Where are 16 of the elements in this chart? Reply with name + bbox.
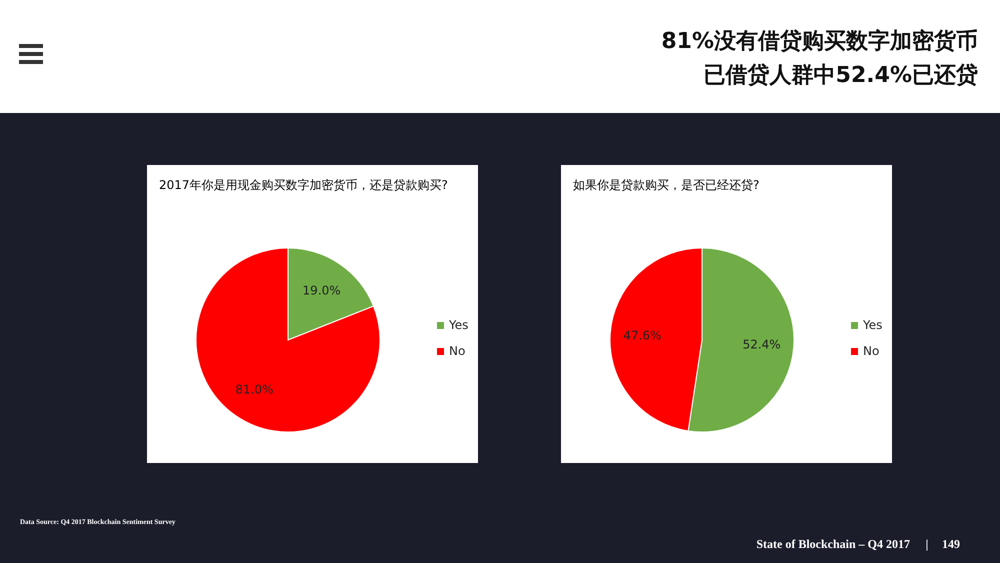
legend-label: No xyxy=(863,344,880,358)
text: 149 xyxy=(942,537,960,551)
text: 已借贷人群中52.4%已还贷 xyxy=(704,63,978,88)
data-label: 52.4% xyxy=(742,338,781,352)
legend-label: Yes xyxy=(448,318,468,332)
text: 81%没有借贷购买数字加密货币 xyxy=(661,28,978,54)
text: | xyxy=(926,537,928,551)
legend-label: Yes xyxy=(862,318,882,332)
data-label: 19.0% xyxy=(302,284,341,298)
data-label: 47.6% xyxy=(623,328,662,343)
text: State of Blockchain – Q4 2017 xyxy=(756,537,910,551)
pie-slice xyxy=(196,248,380,432)
chart-title: 2017年你是用现金购买数字加密货币，还是贷款购买? xyxy=(159,178,448,192)
legend-label: No xyxy=(449,344,466,358)
chart-title: 如果你是贷款购买，是否已经还贷? xyxy=(573,178,760,192)
data-label: 81.0% xyxy=(235,382,274,397)
